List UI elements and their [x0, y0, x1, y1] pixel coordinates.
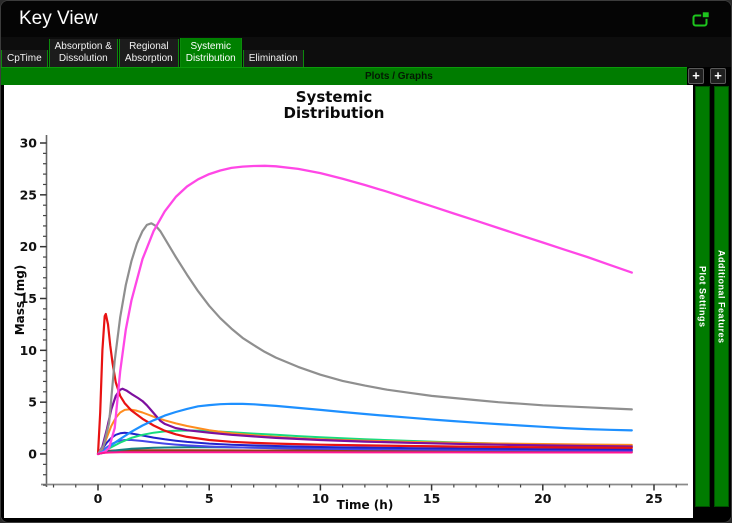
toolbar-row: Plots / Graphs + + — [1, 67, 731, 85]
svg-text:15: 15 — [20, 291, 37, 306]
svg-text:10: 10 — [20, 343, 38, 358]
series-red-compartment — [96, 312, 633, 456]
series-magenta-compartment — [96, 164, 633, 456]
y-axis-label: Mass (mg) — [13, 264, 27, 336]
series-medium-blue-compartment — [97, 431, 633, 455]
svg-text:25: 25 — [645, 491, 662, 506]
svg-text:5: 5 — [28, 395, 37, 410]
series-dodger-blue-compartment — [96, 402, 633, 456]
plots-graphs-bar[interactable]: Plots / Graphs — [1, 67, 687, 85]
tab-elimination[interactable]: Elimination — [242, 50, 304, 67]
series-gray-compartment — [96, 222, 633, 456]
expand-plot-settings-button[interactable]: + — [688, 68, 704, 84]
open-external-icon[interactable] — [692, 11, 711, 27]
x-axis-label: Time (h) — [336, 498, 394, 512]
svg-text:25: 25 — [20, 187, 37, 202]
additional-features-label: Additional Features — [716, 249, 727, 344]
tab-cptime[interactable]: CpTime — [1, 50, 48, 67]
svg-text:30: 30 — [20, 135, 38, 150]
svg-text:20: 20 — [534, 491, 552, 506]
expand-additional-features-button[interactable]: + — [710, 68, 726, 84]
svg-text:20: 20 — [20, 239, 38, 254]
svg-text:0: 0 — [94, 491, 103, 506]
plot-settings-panel-tab[interactable]: Plot Settings — [695, 86, 710, 507]
title-bar: Key View — [1, 1, 731, 37]
systemic-distribution-plot: 0 5 10 15 20 25 30 0 5 10 15 20 25 — [20, 135, 688, 506]
svg-text:10: 10 — [312, 491, 330, 506]
additional-features-panel-tab[interactable]: Additional Features — [714, 86, 729, 507]
svg-text:15: 15 — [423, 491, 440, 506]
svg-text:0: 0 — [28, 447, 37, 462]
tab-systemic-distribution[interactable]: Systemic Distribution — [179, 38, 242, 67]
right-panel-rail: Plot Settings Additional Features — [693, 85, 731, 518]
tab-strip: CpTime Absorption & Dissolution Regional… — [1, 37, 731, 67]
chart-area: Systemic Distribution Mass (mg) Time (h)… — [4, 85, 693, 518]
plot-settings-label: Plot Settings — [697, 265, 708, 328]
svg-text:5: 5 — [205, 491, 214, 506]
series-deep-pink-compartment — [97, 451, 633, 455]
tab-absorption-dissolution[interactable]: Absorption & Dissolution — [48, 39, 118, 67]
main-area: Systemic Distribution Mass (mg) Time (h)… — [1, 85, 731, 518]
tab-regional-absorption[interactable]: Regional Absorption — [118, 39, 179, 67]
chart-title: Systemic Distribution — [283, 88, 385, 122]
window-title: Key View — [19, 8, 98, 29]
plots-graphs-label: Plots / Graphs — [364, 71, 433, 82]
